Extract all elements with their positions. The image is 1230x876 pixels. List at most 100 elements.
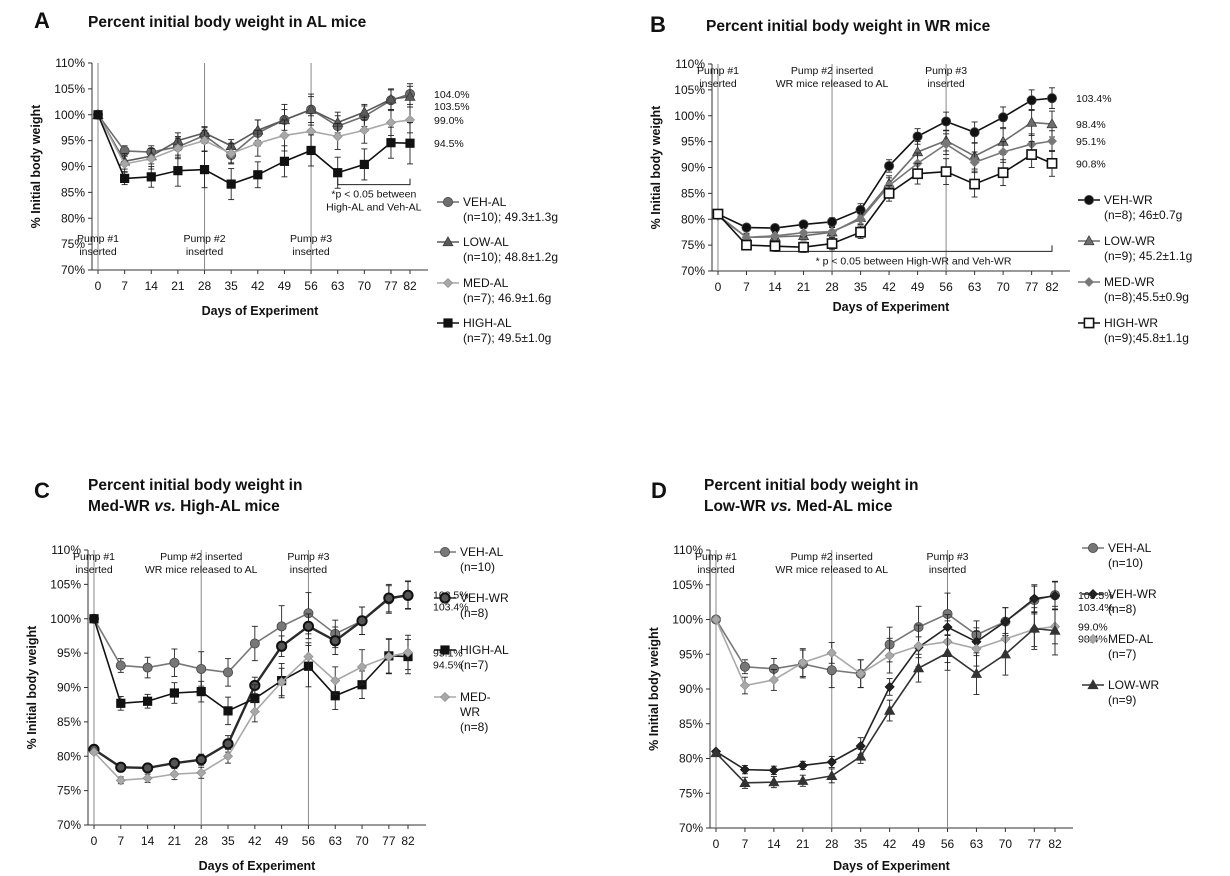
y-tick-label: 110% [55, 56, 85, 70]
legend-label: (n=8); 46±0.7g [1104, 208, 1182, 222]
data-point [169, 657, 180, 668]
y-axis-label: % Initial body weight [649, 105, 663, 229]
data-point [142, 762, 154, 774]
legend-item: LOW-WR(n=9); 45.2±1.1g [1078, 234, 1192, 263]
data-point [279, 130, 290, 141]
legend-label: HIGH-AL [463, 316, 512, 330]
x-tick-label: 63 [331, 279, 345, 293]
data-point [386, 138, 396, 148]
data-point [330, 675, 341, 686]
x-tick-label: 70 [996, 280, 1010, 294]
data-point [941, 116, 952, 127]
data-point [826, 769, 838, 781]
legend-item: VEH-AL(n=10) [434, 545, 504, 574]
data-point [883, 187, 895, 199]
x-tick-label: 14 [145, 279, 159, 293]
y-tick-label: 70% [61, 263, 85, 277]
data-point [739, 661, 750, 672]
y-tick-label: 110% [673, 543, 703, 557]
panel-a: A Percent initial body weight in AL mice 7… [29, 8, 558, 345]
event-label: Pump #2 inserted [791, 65, 873, 77]
panel-letter: A [34, 8, 50, 33]
y-tick-label: 75% [681, 238, 705, 252]
x-tick-label: 7 [742, 837, 749, 851]
data-point [997, 167, 1009, 179]
data-point [798, 219, 809, 230]
panel-letter: C [34, 478, 50, 503]
data-point [912, 131, 923, 142]
data-point [826, 238, 838, 249]
data-point [143, 696, 153, 706]
x-tick-label: 7 [117, 834, 124, 848]
data-point [93, 110, 103, 120]
event-label: Pump #1 [697, 65, 739, 77]
x-tick-label: 14 [767, 837, 781, 851]
legend-marker [439, 547, 450, 558]
event-label: Pump #3 [926, 551, 968, 563]
legend-item: LOW-WR(n=9) [1082, 678, 1159, 707]
legend-label: HIGH-WR [1104, 316, 1158, 330]
legend-marker [1083, 276, 1095, 288]
y-tick-label: 70% [681, 264, 705, 278]
y-tick-label: 90% [679, 682, 703, 696]
series-veh-wr [713, 87, 1058, 234]
panel-d: D Percent initial body weight in Low-WR vs… [647, 477, 1159, 873]
data-point [168, 757, 181, 769]
data-point [329, 635, 341, 647]
legend-item: LOW-AL(n=10); 48.8±1.2g [437, 235, 558, 264]
data-point [119, 158, 130, 169]
x-tick-label: 56 [939, 280, 953, 294]
panel-letter: D [651, 478, 667, 503]
x-tick-label: 28 [198, 279, 212, 293]
data-point [172, 143, 183, 154]
legend-label: LOW-WR [1108, 678, 1159, 692]
end-value-label: 94.5% [434, 138, 464, 150]
legend-marker [439, 691, 451, 703]
legend-marker [439, 592, 451, 604]
series-high-al [93, 110, 415, 201]
x-tick-label: 35 [854, 280, 868, 294]
end-value-label: 99.0% [1078, 621, 1108, 633]
data-point [884, 681, 895, 692]
legend-marker [442, 196, 453, 207]
data-point [855, 214, 866, 225]
data-point [146, 153, 157, 164]
data-point [941, 646, 954, 658]
y-tick-label: 80% [57, 749, 81, 763]
legend-item: VEH-WR(n=8) [1082, 587, 1157, 616]
data-point [770, 230, 781, 241]
data-point [223, 751, 234, 762]
series-veh-al [93, 83, 415, 164]
chart-title: Low-WR vs. Med-AL mice [704, 498, 893, 515]
legend-item: MED-AL(n=7) [1082, 632, 1154, 661]
data-point [357, 680, 367, 690]
legend-label: (n=7) [460, 658, 488, 672]
x-tick-label: 70 [999, 837, 1013, 851]
x-tick-label: 0 [91, 834, 98, 848]
data-point [1046, 136, 1058, 147]
data-point [120, 173, 130, 184]
y-tick-label: 85% [57, 715, 81, 729]
data-point [797, 657, 808, 668]
data-point [196, 767, 207, 778]
data-point [1026, 116, 1038, 127]
data-point [222, 738, 234, 750]
y-tick-label: 70% [57, 818, 81, 832]
data-point [402, 589, 414, 601]
legend-label: (n=8) [460, 720, 488, 734]
x-tick-label: 35 [221, 834, 235, 848]
data-point [855, 750, 867, 761]
data-point [1049, 590, 1061, 601]
series-line [97, 93, 411, 157]
x-tick-label: 77 [384, 279, 398, 293]
data-point [249, 706, 260, 717]
y-tick-label: 100% [672, 613, 703, 627]
legend-marker [1083, 235, 1095, 246]
y-tick-label: 75% [61, 237, 85, 251]
data-point [173, 166, 183, 176]
data-point [741, 222, 752, 233]
data-point [710, 614, 722, 625]
data-point [223, 667, 234, 678]
series-line [97, 114, 411, 165]
y-axis-label: % Initial body weight [29, 104, 43, 228]
